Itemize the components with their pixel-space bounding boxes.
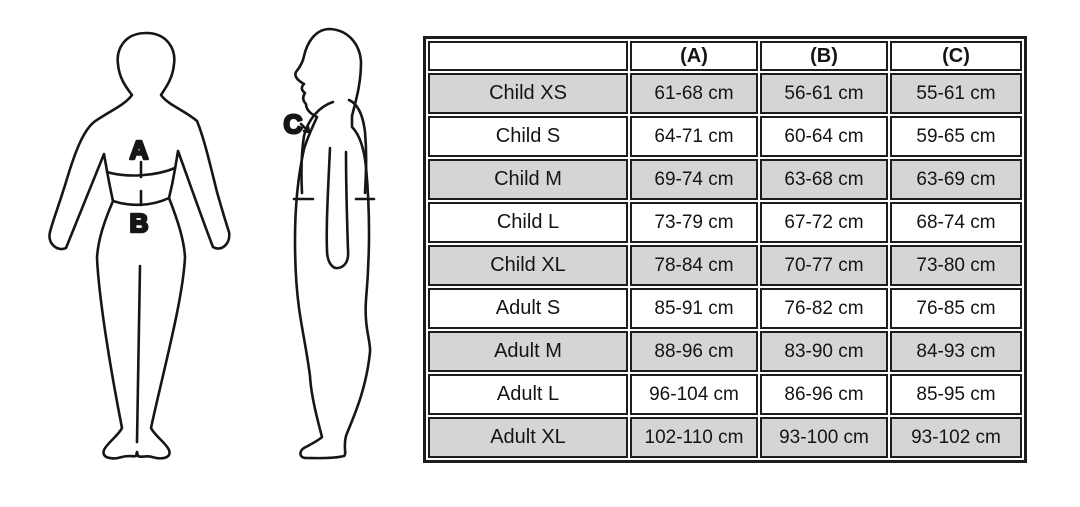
c-pointer-line: [299, 122, 311, 134]
leg-seam-line: [135, 264, 142, 444]
size-cell: Child M: [428, 159, 628, 200]
front-figure-diagram: A B: [48, 31, 231, 460]
side-figure-diagram: C: [282, 27, 376, 460]
table-row: Child XS 61-68 cm 56-61 cm 55-61 cm: [428, 73, 1022, 114]
measurement-cell-c: 84-93 cm: [890, 331, 1022, 372]
measurement-cell-a: 96-104 cm: [630, 374, 758, 415]
measurement-cell-c: 93-102 cm: [890, 417, 1022, 458]
table-header-row: (A) (B) (C): [428, 41, 1022, 71]
label-c: C: [284, 109, 303, 139]
table-row: Adult M 88-96 cm 83-90 cm 84-93 cm: [428, 331, 1022, 372]
measurement-cell-b: 83-90 cm: [760, 331, 888, 372]
measurement-cell-a: 88-96 cm: [630, 331, 758, 372]
corner-cell: [428, 41, 628, 71]
measurement-cell-c: 68-74 cm: [890, 202, 1022, 243]
table-row: Child L 73-79 cm 67-72 cm 68-74 cm: [428, 202, 1022, 243]
side-arm-outline: [325, 146, 350, 270]
measurement-cell-c: 73-80 cm: [890, 245, 1022, 286]
column-header-b: (B): [760, 41, 888, 71]
measurement-cell-b: 56-61 cm: [760, 73, 888, 114]
measurement-cell-a: 69-74 cm: [630, 159, 758, 200]
size-cell: Child XL: [428, 245, 628, 286]
table-row: Child M 69-74 cm 63-68 cm 63-69 cm: [428, 159, 1022, 200]
measurement-cell-a: 64-71 cm: [630, 116, 758, 157]
measurement-cell-b: 93-100 cm: [760, 417, 888, 458]
measurement-cell-c: 55-61 cm: [890, 73, 1022, 114]
size-cell: Child XS: [428, 73, 628, 114]
label-b: B: [130, 208, 149, 238]
side-body-outline: [293, 27, 372, 460]
measurement-cell-a: 73-79 cm: [630, 202, 758, 243]
measurement-cell-b: 63-68 cm: [760, 159, 888, 200]
measurement-cell-a: 102-110 cm: [630, 417, 758, 458]
size-cell: Child L: [428, 202, 628, 243]
body-outline-figures: A B C: [48, 27, 376, 460]
measurement-cell-c: 59-65 cm: [890, 116, 1022, 157]
size-cell: Adult L: [428, 374, 628, 415]
table-row: Adult XL 102-110 cm 93-100 cm 93-102 cm: [428, 417, 1022, 458]
table-row: Adult S 85-91 cm 76-82 cm 76-85 cm: [428, 288, 1022, 329]
size-cell: Adult M: [428, 331, 628, 372]
table-row: Child S 64-71 cm 60-64 cm 59-65 cm: [428, 116, 1022, 157]
size-cell: Adult S: [428, 288, 628, 329]
label-a: A: [130, 135, 149, 165]
measurement-cell-b: 70-77 cm: [760, 245, 888, 286]
measurement-cell-c: 63-69 cm: [890, 159, 1022, 200]
measurement-cell-b: 86-96 cm: [760, 374, 888, 415]
table-row: Child XL 78-84 cm 70-77 cm 73-80 cm: [428, 245, 1022, 286]
measurement-cell-c: 85-95 cm: [890, 374, 1022, 415]
size-chart-table: (A) (B) (C) Child XS 61-68 cm 56-61 cm 5…: [423, 36, 1027, 463]
measurement-cell-b: 60-64 cm: [760, 116, 888, 157]
column-header-a: (A): [630, 41, 758, 71]
size-cell: Child S: [428, 116, 628, 157]
front-measure-line: [300, 100, 335, 195]
size-cell: Adult XL: [428, 417, 628, 458]
back-measure-line: [347, 98, 368, 195]
measurement-cell-b: 76-82 cm: [760, 288, 888, 329]
measurement-cell-a: 61-68 cm: [630, 73, 758, 114]
measurement-diagrams: A B C: [0, 0, 420, 507]
measurement-cell-b: 67-72 cm: [760, 202, 888, 243]
measurement-cell-a: 78-84 cm: [630, 245, 758, 286]
table-row: Adult L 96-104 cm 86-96 cm 85-95 cm: [428, 374, 1022, 415]
measurement-cell-a: 85-91 cm: [630, 288, 758, 329]
front-body-outline: [48, 31, 231, 460]
measurement-cell-c: 76-85 cm: [890, 288, 1022, 329]
column-header-c: (C): [890, 41, 1022, 71]
